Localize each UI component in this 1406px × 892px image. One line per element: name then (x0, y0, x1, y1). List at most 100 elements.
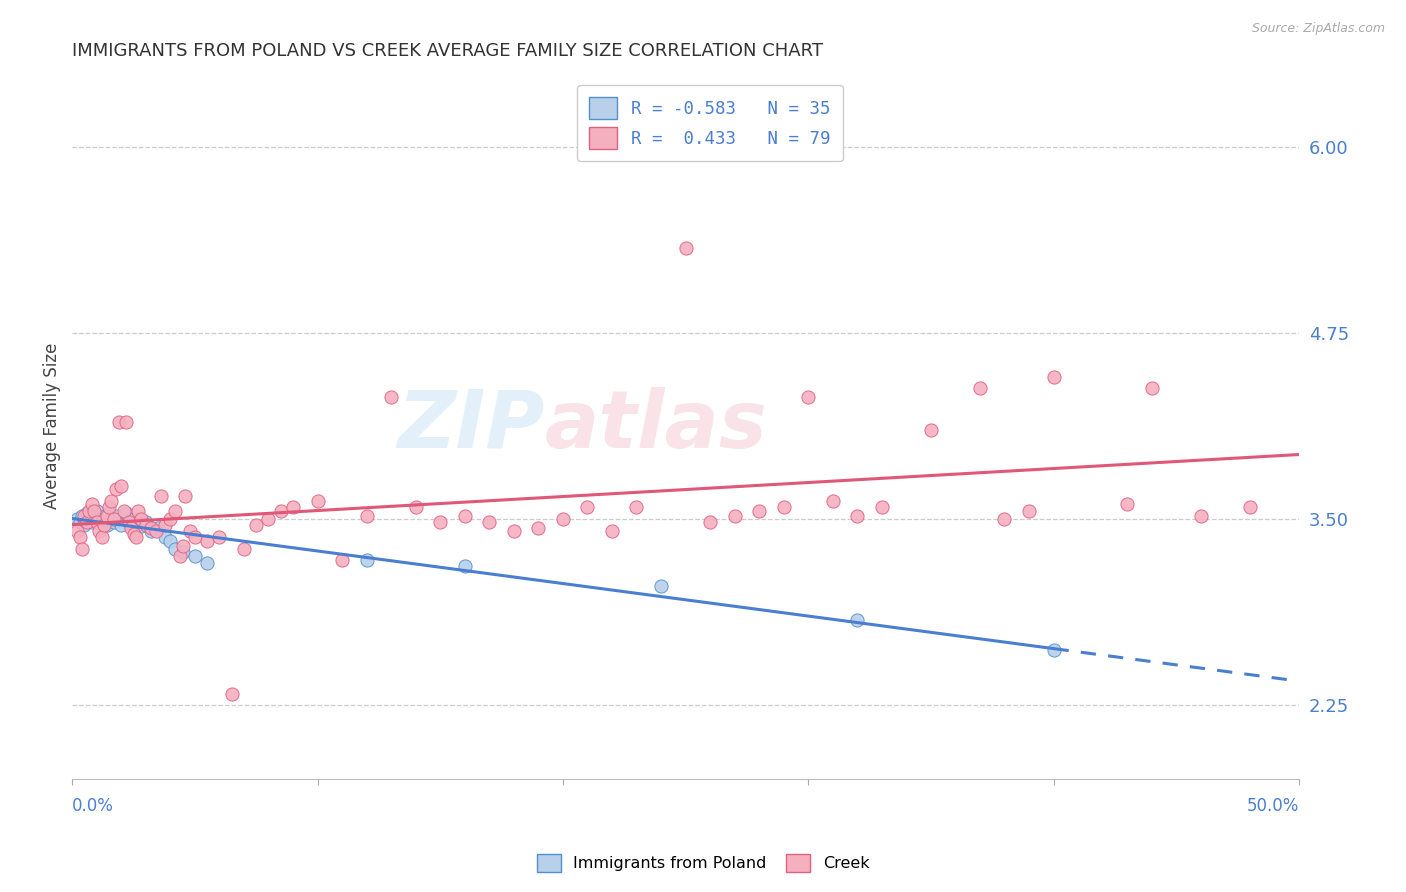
Point (1239, 500, 1261, 514)
Point (80, 515, 103, 529)
Point (115, 506, 138, 520)
Point (1018, 504, 1040, 518)
Point (79, 512, 101, 526)
Point (73, 517, 96, 532)
Point (83, 504, 105, 518)
Point (380, 390, 402, 404)
Point (125, 530, 148, 544)
Point (90, 530, 112, 544)
Legend: R = -0.583   N = 35, R =  0.433   N = 79: R = -0.583 N = 35, R = 0.433 N = 79 (578, 85, 842, 161)
Point (454, 508, 477, 523)
Point (257, 512, 280, 526)
Point (149, 490, 172, 504)
Text: Source: ZipAtlas.com: Source: ZipAtlas.com (1251, 22, 1385, 36)
Point (139, 524, 162, 538)
Text: IMMIGRANTS FROM POLAND VS CREEK AVERAGE FAMILY SIZE CORRELATION CHART: IMMIGRANTS FROM POLAND VS CREEK AVERAGE … (72, 42, 824, 60)
Text: atlas: atlas (544, 387, 768, 465)
Point (110, 517, 132, 532)
Point (920, 423, 942, 437)
Point (115, 415, 138, 429)
Point (93, 517, 115, 532)
Point (145, 524, 167, 538)
Point (208, 530, 231, 544)
Point (307, 494, 329, 508)
Point (184, 549, 207, 563)
Point (108, 415, 131, 429)
Point (1189, 508, 1212, 523)
Point (600, 524, 623, 538)
Point (797, 390, 820, 404)
Point (96, 508, 118, 523)
Point (103, 515, 125, 529)
Point (969, 381, 991, 395)
Point (172, 539, 194, 553)
Point (245, 517, 267, 532)
Point (165, 504, 187, 518)
Point (356, 508, 378, 523)
Point (454, 559, 477, 574)
Point (89, 524, 111, 538)
Point (155, 530, 177, 544)
Point (551, 512, 574, 526)
Point (846, 508, 869, 523)
Point (993, 512, 1015, 526)
Point (129, 512, 152, 526)
Point (118, 515, 141, 529)
Point (86, 504, 108, 518)
Point (821, 494, 844, 508)
Point (135, 515, 157, 529)
Point (281, 500, 304, 514)
Point (184, 530, 207, 544)
Text: 0.0%: 0.0% (72, 797, 114, 815)
Point (66, 512, 89, 526)
Point (90, 515, 112, 529)
Point (105, 482, 128, 496)
Point (127, 504, 149, 518)
Point (846, 613, 869, 627)
Point (120, 521, 142, 535)
Point (110, 479, 132, 493)
Point (772, 500, 794, 514)
Point (103, 512, 125, 526)
Point (159, 512, 181, 526)
Point (699, 515, 721, 529)
Point (195, 534, 218, 549)
Point (98, 500, 121, 514)
Point (221, 687, 243, 701)
Point (96, 517, 118, 532)
Point (1042, 642, 1064, 657)
Point (76, 515, 98, 529)
Point (69, 530, 91, 544)
Point (105, 508, 128, 523)
Point (98, 506, 121, 520)
Point (70, 508, 93, 523)
Point (76, 506, 98, 520)
Point (100, 512, 122, 526)
Point (66, 524, 89, 538)
Point (112, 504, 135, 518)
Point (429, 515, 451, 529)
Point (675, 241, 697, 255)
Y-axis label: Average Family Size: Average Family Size (44, 343, 60, 509)
Point (1140, 381, 1163, 395)
Point (86, 515, 108, 529)
Point (122, 526, 145, 541)
Point (174, 490, 197, 504)
Point (527, 521, 550, 535)
Point (626, 500, 648, 514)
Point (179, 524, 201, 538)
Point (172, 544, 194, 558)
Point (135, 517, 157, 532)
Point (73, 508, 96, 523)
Point (356, 553, 378, 567)
Point (155, 517, 177, 532)
Point (502, 524, 524, 538)
Point (195, 557, 218, 571)
Point (129, 519, 152, 533)
Point (159, 534, 181, 549)
Point (80, 497, 103, 511)
Point (1042, 370, 1064, 384)
Point (723, 508, 745, 523)
Point (69, 515, 91, 529)
Point (1116, 497, 1139, 511)
